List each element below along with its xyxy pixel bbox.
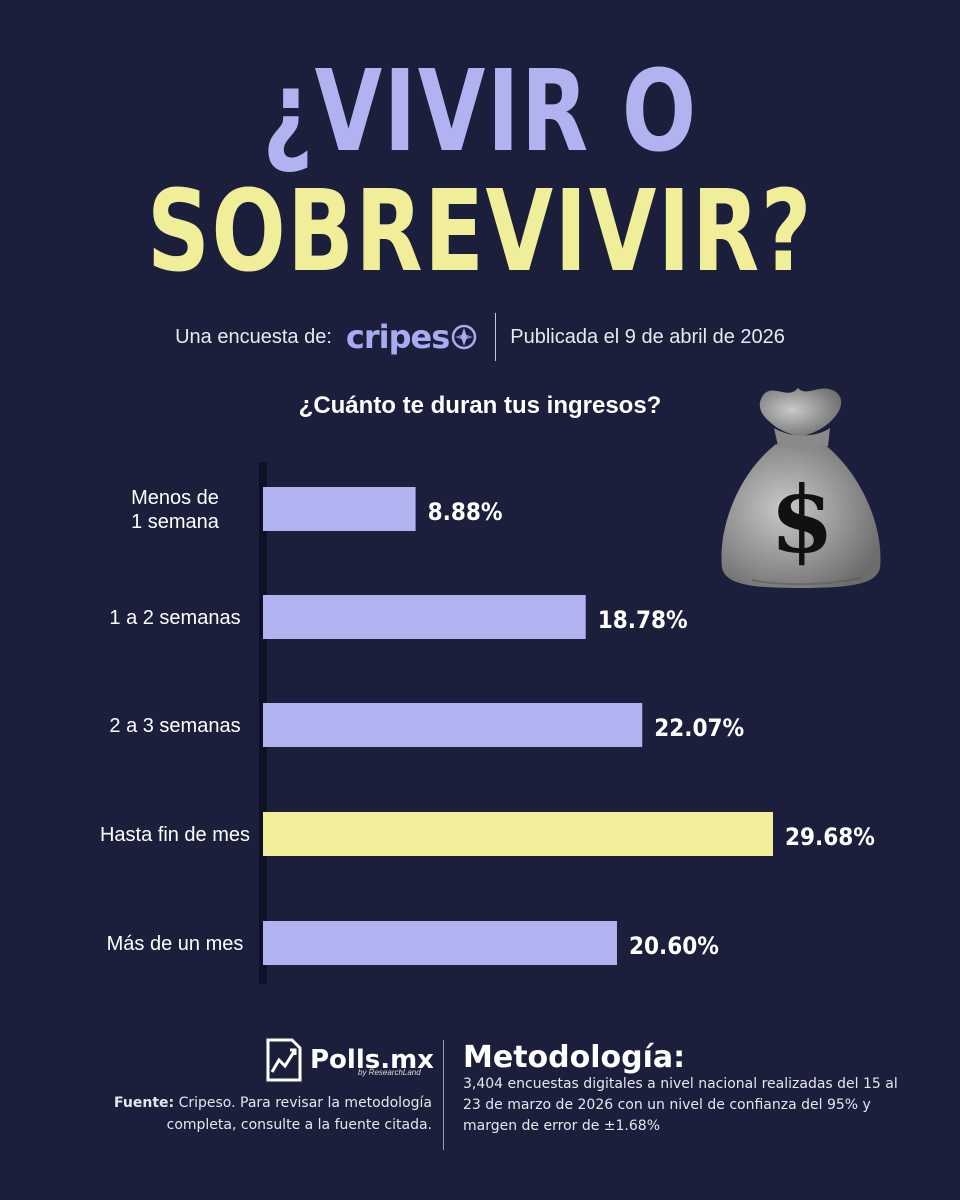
bar-1 (263, 595, 586, 639)
polls-logo-text: Polls.mx (310, 1045, 434, 1075)
bar-0 (263, 487, 416, 531)
money-bag-icon: $ (721, 388, 881, 588)
bar-value-label-0: 8.88% (428, 499, 503, 526)
category-label-0: Menos de 1 semana (131, 487, 220, 533)
bar-value-label-4: 20.60% (629, 933, 719, 960)
header-divider (495, 313, 497, 361)
svg-text:$: $ (770, 466, 834, 574)
source-text: Cripeso. Para revisar la metodología com… (166, 1095, 432, 1133)
category-label-4: Más de un mes (107, 933, 244, 955)
methodology-title: Metodología: (463, 1040, 686, 1075)
bar-value-label-1: 18.78% (598, 607, 688, 634)
polls-logo-sub: by ResearchLand (358, 1068, 421, 1077)
bar-value-label-2: 22.07% (654, 715, 744, 742)
bar-4 (263, 921, 617, 965)
bar-value-label-3: 29.68% (785, 824, 875, 851)
title-line-1: ¿VIVIR O (262, 47, 698, 177)
survey-info: Una encuesta de: cripes Publicada el 9 d… (0, 312, 960, 362)
survey-prefix: Una encuesta de: (175, 325, 332, 348)
category-label-2: 2 a 3 semanas (109, 715, 240, 737)
compass-icon (452, 324, 477, 350)
category-label-3: Hasta fin de mes (100, 824, 250, 846)
source-label: Fuente: (114, 1095, 175, 1111)
published-date: Publicada el 9 de abril de 2026 (510, 325, 785, 348)
chart-logo-icon (266, 1038, 302, 1082)
bar-2 (263, 703, 643, 747)
brand-name: cripes (345, 318, 450, 356)
footer-divider (443, 1040, 444, 1150)
methodology-text: 3,404 encuestas digitales a nivel nacion… (463, 1076, 898, 1134)
category-label-1: 1 a 2 semanas (109, 607, 240, 629)
title-line-2: SOBREVIVIR? (146, 167, 814, 297)
bar-3 (263, 812, 773, 856)
brand-logo: cripes (346, 318, 477, 356)
chart-title: ¿Cuánto te duran tus ingresos? (298, 392, 662, 419)
polls-logo: Polls.mx by ResearchLand (266, 1038, 434, 1082)
source-note: Fuente: Cripeso. Para revisar la metodol… (96, 1092, 432, 1136)
